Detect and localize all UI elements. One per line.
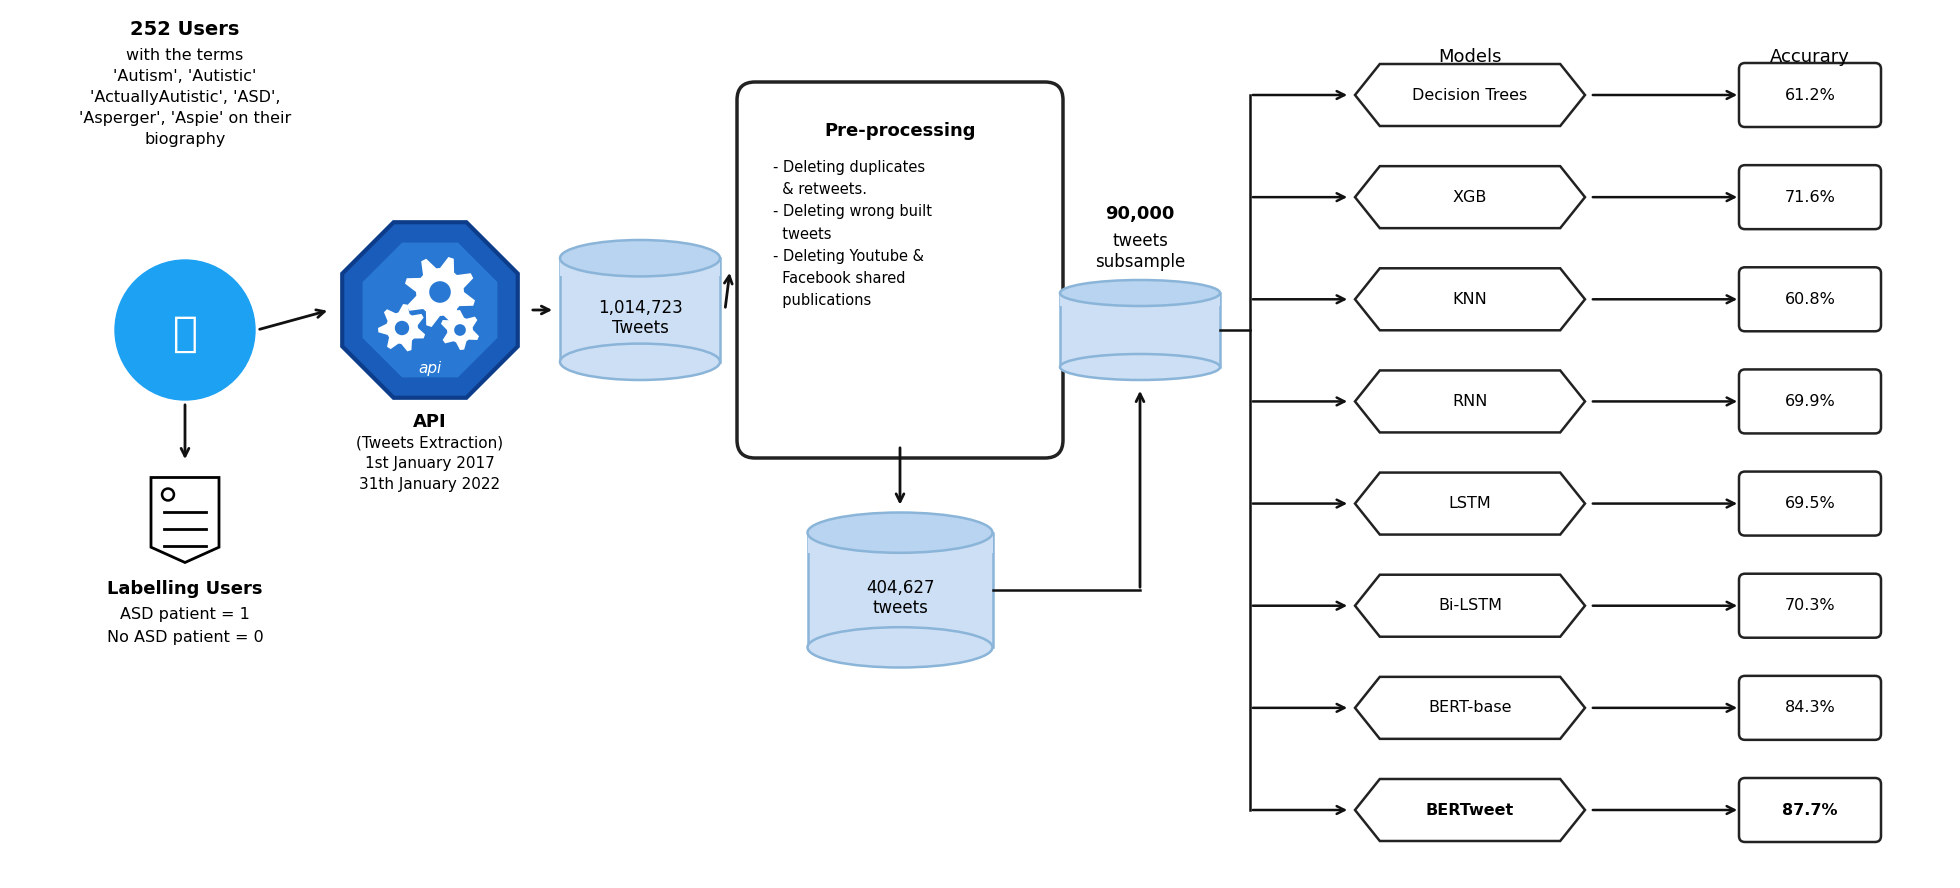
Text: ASD patient = 1: ASD patient = 1 (120, 607, 251, 622)
Polygon shape (1354, 64, 1586, 126)
Bar (1060, 293, 1219, 306)
Polygon shape (378, 304, 425, 352)
FancyBboxPatch shape (1739, 165, 1882, 229)
Text: - Deleting duplicates
  & retweets.
- Deleting wrong built
  tweets
- Deleting Y: - Deleting duplicates & retweets. - Dele… (772, 160, 933, 308)
Bar (808, 533, 992, 647)
Text: 69.9%: 69.9% (1786, 394, 1835, 409)
Circle shape (163, 488, 174, 501)
Bar (1060, 293, 1219, 367)
FancyBboxPatch shape (1739, 369, 1882, 433)
FancyBboxPatch shape (1739, 778, 1882, 842)
Circle shape (394, 321, 410, 335)
Text: 61.2%: 61.2% (1784, 88, 1835, 102)
Text: (Tweets Extraction)
1st January 2017
31th January 2022: (Tweets Extraction) 1st January 2017 31t… (357, 435, 504, 492)
Text: BERTweet: BERTweet (1425, 803, 1515, 818)
Ellipse shape (1060, 354, 1219, 380)
Text: Decision Trees: Decision Trees (1413, 88, 1527, 102)
Polygon shape (1354, 677, 1586, 739)
Polygon shape (151, 478, 220, 562)
Text: tweets
subsample: tweets subsample (1096, 232, 1186, 271)
Circle shape (429, 281, 451, 303)
Text: Accurary: Accurary (1770, 48, 1850, 66)
Text: LSTM: LSTM (1448, 496, 1492, 511)
Ellipse shape (1060, 280, 1219, 306)
Text: Pre-processing: Pre-processing (825, 122, 976, 140)
Bar (808, 533, 992, 553)
Text: API: API (414, 413, 447, 431)
Text: Labelling Users: Labelling Users (108, 580, 263, 598)
Polygon shape (1354, 370, 1586, 432)
Text: XGB: XGB (1452, 190, 1488, 204)
Polygon shape (1354, 575, 1586, 637)
FancyBboxPatch shape (1739, 267, 1882, 331)
Polygon shape (406, 257, 474, 327)
FancyBboxPatch shape (737, 82, 1062, 458)
Text: with the terms
'Autism', 'Autistic'
'ActuallyAutistic', 'ASD',
'Asperger', 'Aspi: with the terms 'Autism', 'Autistic' 'Act… (78, 48, 292, 147)
Text: 70.3%: 70.3% (1786, 599, 1835, 614)
Text: 60.8%: 60.8% (1784, 292, 1835, 306)
Text: KNN: KNN (1452, 292, 1488, 306)
Text: 1,014,723
Tweets: 1,014,723 Tweets (598, 298, 682, 337)
Polygon shape (361, 242, 498, 378)
Polygon shape (343, 222, 517, 398)
Circle shape (116, 260, 255, 400)
Ellipse shape (808, 512, 992, 553)
Text: 90,000: 90,000 (1105, 205, 1174, 223)
Text: Models: Models (1439, 48, 1501, 66)
Text: Bi-LSTM: Bi-LSTM (1439, 599, 1501, 614)
Text: 71.6%: 71.6% (1784, 190, 1835, 204)
FancyBboxPatch shape (1739, 472, 1882, 535)
Ellipse shape (808, 627, 992, 668)
Polygon shape (1354, 779, 1586, 841)
Bar (561, 258, 719, 276)
Text: RNN: RNN (1452, 394, 1488, 409)
Text: 69.5%: 69.5% (1786, 496, 1835, 511)
Text: No ASD patient = 0: No ASD patient = 0 (106, 630, 263, 645)
Text: BERT-base: BERT-base (1429, 701, 1511, 716)
FancyBboxPatch shape (1739, 676, 1882, 740)
Ellipse shape (561, 344, 719, 380)
Circle shape (455, 324, 466, 336)
Text: api: api (417, 361, 441, 376)
FancyBboxPatch shape (1739, 63, 1882, 127)
Text: 404,627
tweets: 404,627 tweets (866, 579, 935, 617)
Text: 84.3%: 84.3% (1786, 701, 1835, 716)
Polygon shape (1354, 472, 1586, 535)
Text: 🐦: 🐦 (172, 313, 198, 355)
Ellipse shape (561, 240, 719, 276)
FancyBboxPatch shape (1739, 574, 1882, 638)
Polygon shape (441, 310, 478, 350)
Polygon shape (1354, 268, 1586, 330)
Bar (561, 258, 719, 361)
Text: 252 Users: 252 Users (129, 20, 239, 39)
Polygon shape (1354, 166, 1586, 228)
Text: 87.7%: 87.7% (1782, 803, 1838, 818)
